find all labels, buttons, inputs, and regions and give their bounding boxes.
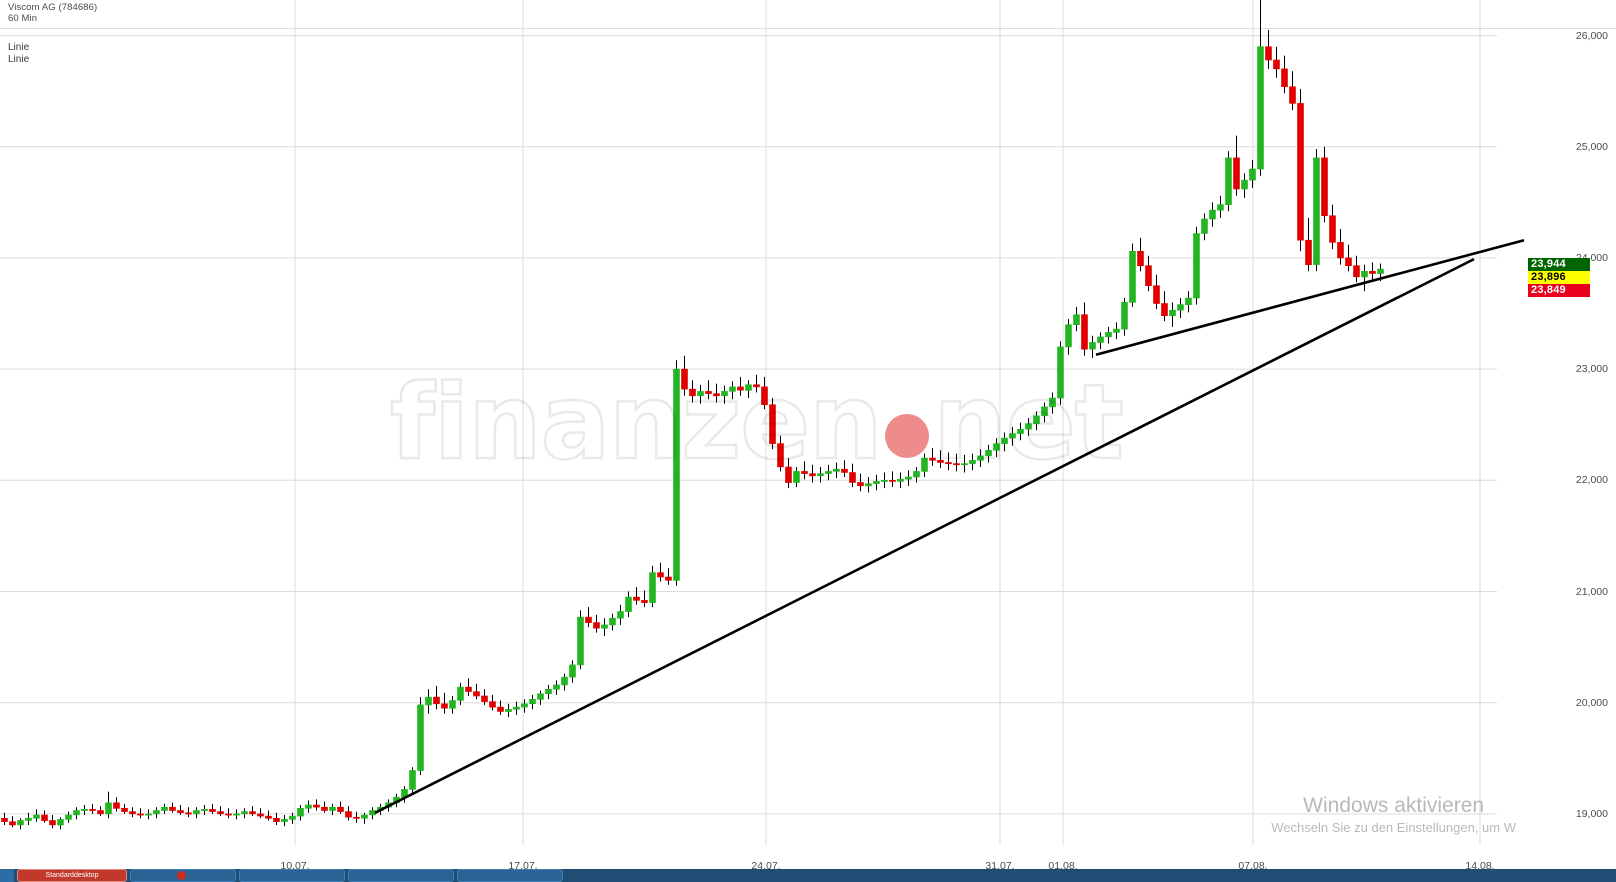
taskbar-indicator-icon [177, 871, 186, 880]
ask-price-tag: 23,944 [1528, 258, 1590, 272]
price-axis-tick-label: 23,000 [1575, 363, 1608, 376]
header-divider [0, 28, 1616, 29]
taskbar-button-2[interactable] [239, 869, 345, 882]
taskbar-button-standarddesktop[interactable]: Standarddesktop [17, 869, 127, 882]
trendline-annotations[interactable] [0, 0, 1616, 845]
instrument-title: Viscom AG (784686) [8, 2, 98, 13]
taskbar-button-1[interactable] [130, 869, 236, 882]
last-price-tag: 23,896 [1528, 271, 1590, 285]
price-axis-tick-label: 21,000 [1575, 585, 1608, 598]
price-axis[interactable]: 19,000 20,000 21,000 22,000 23,000 24,000 25,0… [1497, 0, 1616, 845]
candlestick-series [1, 0, 1384, 830]
upper-support-trendline [1095, 238, 1525, 356]
interval-label: 60 Min [8, 13, 38, 24]
chart-plot-area[interactable] [0, 0, 1525, 845]
windows-activation-subtitle: Wechseln Sie zu den Einstellungen, um W [1271, 820, 1516, 835]
price-axis-tick-label: 20,000 [1575, 696, 1608, 709]
price-axis-tick-label: 22,000 [1575, 474, 1608, 487]
price-tag-group: 23,944 23,896 23,849 [1528, 258, 1608, 298]
lower-support-trendline [374, 257, 1475, 814]
legend-item-0[interactable]: Linie [8, 42, 30, 53]
start-button-icon[interactable] [0, 869, 14, 882]
windows-activation-title: Windows aktivieren [1303, 794, 1485, 817]
price-axis-tick-label: 26,000 [1575, 29, 1608, 42]
legend-item-1[interactable]: Linie [8, 53, 30, 65]
price-axis-tick-label: 19,000 [1575, 807, 1608, 820]
bid-price-tag: 23,849 [1528, 284, 1590, 298]
indicator-legend: Linie Linie [8, 42, 29, 65]
taskbar-button-4[interactable] [457, 869, 563, 882]
taskbar-button-3[interactable] [348, 869, 454, 882]
windows-taskbar[interactable]: Standarddesktop [0, 869, 1616, 882]
chart-header: Viscom AG (784686) 60 Min [0, 0, 1616, 28]
windows-activation-watermark: Windows aktivieren Wechseln Sie zu den E… [1271, 793, 1516, 837]
price-axis-tick-label: 25,000 [1575, 140, 1608, 153]
